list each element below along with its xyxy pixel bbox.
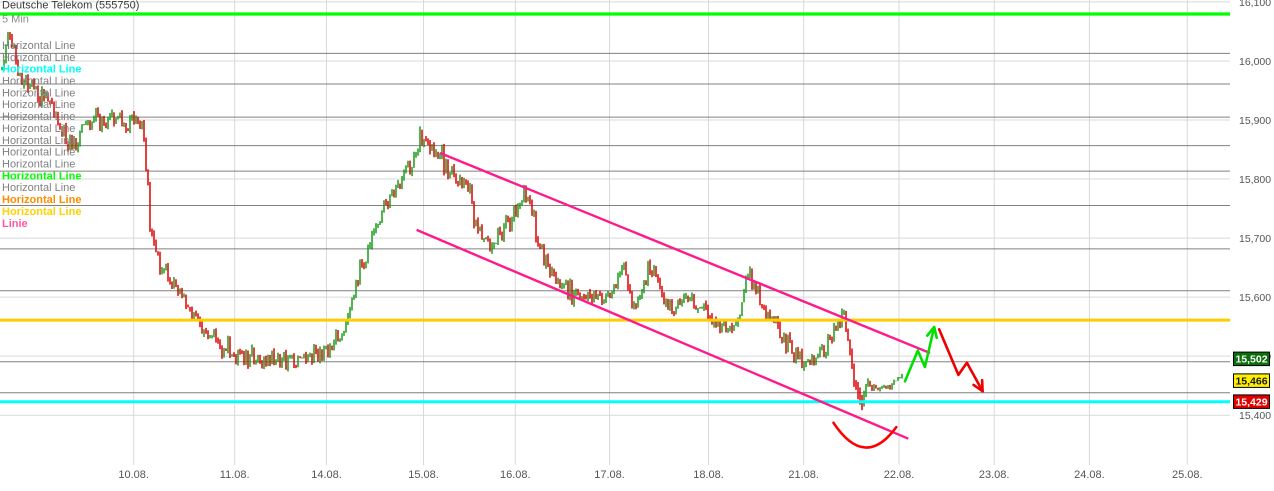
svg-text:17.08.: 17.08.: [594, 469, 625, 481]
svg-text:Horizontal Line: Horizontal Line: [2, 194, 81, 206]
svg-text:15,400: 15,400: [1239, 410, 1271, 422]
svg-text:21.08.: 21.08.: [788, 469, 819, 481]
svg-text:22.08.: 22.08.: [884, 469, 915, 481]
svg-text:15.08.: 15.08.: [408, 469, 439, 481]
svg-text:18.08.: 18.08.: [693, 469, 724, 481]
svg-text:Horizontal Line: Horizontal Line: [2, 159, 75, 171]
svg-text:Horizontal Line: Horizontal Line: [2, 147, 75, 159]
svg-text:11.08.: 11.08.: [220, 469, 250, 481]
svg-text:23.08.: 23.08.: [979, 469, 1010, 481]
svg-text:Horizontal Line: Horizontal Line: [2, 40, 75, 52]
svg-text:Horizontal Line: Horizontal Line: [2, 64, 81, 76]
svg-text:Horizontal Line: Horizontal Line: [2, 76, 75, 88]
svg-text:14.08.: 14.08.: [311, 469, 342, 481]
svg-text:Horizontal Line: Horizontal Line: [2, 52, 75, 64]
svg-text:16,000: 16,000: [1239, 56, 1271, 68]
svg-text:15,900: 15,900: [1239, 115, 1271, 127]
svg-text:15,800: 15,800: [1239, 174, 1271, 186]
svg-text:10.08.: 10.08.: [118, 469, 149, 481]
svg-text:15,466: 15,466: [1235, 375, 1267, 387]
svg-text:Horizontal Line: Horizontal Line: [2, 123, 75, 135]
svg-text:Horizontal Line: Horizontal Line: [2, 111, 75, 123]
svg-text:Horizontal Line: Horizontal Line: [2, 99, 75, 111]
svg-text:5 Min: 5 Min: [2, 14, 29, 26]
svg-text:16.08.: 16.08.: [500, 469, 531, 481]
svg-text:25.08.: 25.08.: [1172, 469, 1203, 481]
svg-text:Linie: Linie: [2, 218, 28, 230]
svg-text:Horizontal Line: Horizontal Line: [2, 87, 75, 99]
svg-text:Deutsche Telekom (555750): Deutsche Telekom (555750): [2, 0, 139, 12]
svg-text:15,429: 15,429: [1235, 397, 1267, 409]
svg-text:24.08.: 24.08.: [1074, 469, 1105, 481]
svg-text:Horizontal Line: Horizontal Line: [2, 170, 81, 182]
svg-text:15,502: 15,502: [1235, 354, 1267, 366]
svg-text:15,600: 15,600: [1239, 292, 1271, 304]
svg-text:15,700: 15,700: [1239, 233, 1271, 245]
svg-text:16,100: 16,100: [1239, 0, 1271, 9]
svg-text:Horizontal Line: Horizontal Line: [2, 206, 81, 218]
svg-text:Horizontal Line: Horizontal Line: [2, 182, 75, 194]
svg-text:Horizontal Line: Horizontal Line: [2, 135, 75, 147]
